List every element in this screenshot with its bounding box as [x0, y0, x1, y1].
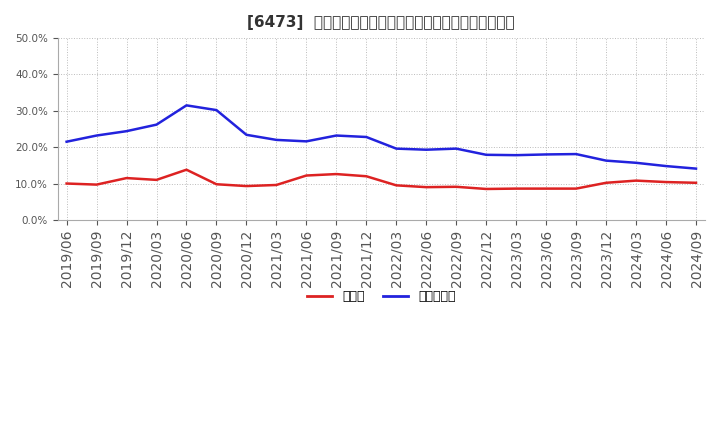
- Legend: 現預金, 有利子負債: 現預金, 有利子負債: [302, 285, 461, 308]
- Title: [6473]  現預金、有利子負債の総資産に対する比率の推移: [6473] 現預金、有利子負債の総資産に対する比率の推移: [248, 15, 515, 30]
